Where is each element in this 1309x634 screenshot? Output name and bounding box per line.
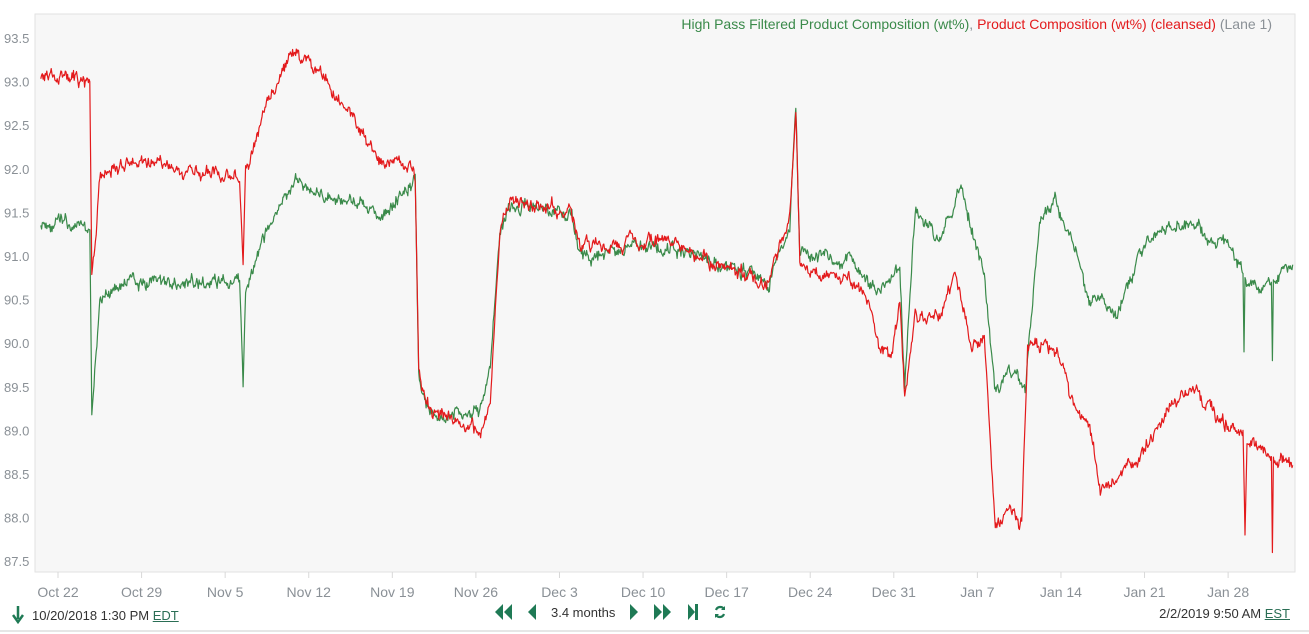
x-tick-label: Dec 24	[788, 584, 833, 600]
x-tick-label: Nov 26	[454, 584, 499, 600]
series-lines	[40, 48, 1294, 554]
x-axis: Oct 22 Oct 29 Nov 5 Nov 12 Nov 19 Nov 26 Dec 3…	[37, 572, 1249, 600]
x-tick-label: Dec 10	[621, 584, 666, 600]
end-timezone-link[interactable]: EST	[1264, 606, 1290, 621]
x-tick-label: Nov 5	[207, 584, 244, 600]
y-axis: 87.5 88.0 88.5 89.0 89.5 90.0 90.5 91.0 91.5 92.0…	[4, 31, 29, 569]
y-tick-label: 92.5	[4, 118, 29, 133]
legend: High Pass Filtered Product Composition (…	[681, 16, 1272, 32]
x-tick-label: Nov 12	[287, 584, 332, 600]
step-back-icon[interactable]	[527, 603, 537, 621]
line-chart: 87.5 88.0 88.5 89.0 89.5 90.0 90.5 91.0 91.5 92.0…	[4, 13, 1296, 600]
x-tick-label: Jan 14	[1040, 584, 1082, 600]
y-tick-label: 90.5	[4, 293, 29, 308]
x-tick-label: Oct 22	[37, 584, 78, 600]
y-tick-label: 89.0	[4, 423, 29, 438]
legend-entry-filtered: High Pass Filtered Product Composition (…	[681, 16, 970, 32]
series-line-0	[40, 107, 1294, 424]
end-time-value: 2/2/2019 9:50 AM	[1159, 606, 1262, 621]
y-tick-label: 93.5	[4, 31, 29, 46]
y-tick-label: 92.0	[4, 162, 29, 177]
x-tick-label: Jan 7	[960, 584, 994, 600]
plot-area	[34, 13, 1296, 573]
start-timezone-link[interactable]: EDT	[152, 607, 179, 623]
x-tick-label: Dec 17	[704, 584, 749, 600]
skip-to-end-icon[interactable]	[687, 603, 699, 621]
fast-back-icon[interactable]	[493, 603, 513, 621]
y-tick-label: 88.5	[4, 467, 29, 482]
y-tick-label: 91.0	[4, 249, 29, 264]
x-tick-label: Jan 21	[1124, 584, 1166, 600]
fast-forward-icon[interactable]	[653, 603, 673, 621]
x-tick-label: Oct 29	[121, 584, 162, 600]
y-tick-label: 91.5	[4, 205, 29, 220]
range-label[interactable]: 3.4 months	[551, 604, 616, 620]
x-tick-label: Jan 28	[1207, 584, 1249, 600]
y-tick-label: 90.0	[4, 336, 29, 351]
start-time-value: 10/20/2018 1:30 PM	[32, 607, 150, 623]
end-time: 2/2/2019 9:50 AM EST	[1159, 606, 1290, 621]
arrow-down-icon[interactable]	[12, 606, 24, 624]
series-line-1	[40, 48, 1294, 554]
step-forward-icon[interactable]	[629, 603, 639, 621]
legend-lane: (Lane 1)	[1215, 16, 1272, 32]
x-tick-label: Dec 3	[541, 584, 578, 600]
y-tick-label: 88.0	[4, 511, 29, 526]
x-tick-label: Dec 31	[872, 584, 917, 600]
legend-separator: ,	[969, 16, 978, 32]
legend-entry-cleansed: Product Composition (wt%) (cleansed)	[977, 16, 1216, 32]
x-tick-label: Nov 19	[370, 584, 415, 600]
start-time: 10/20/2018 1:30 PM EDT	[12, 606, 179, 624]
range-controls: 3.4 months	[493, 603, 727, 621]
y-tick-label: 87.5	[4, 554, 29, 569]
time-navigation-bar: 10/20/2018 1:30 PM EDT 3.4 months 2/2/20…	[0, 600, 1309, 630]
y-tick-label: 93.0	[4, 75, 29, 90]
y-tick-label: 89.5	[4, 380, 29, 395]
refresh-icon[interactable]	[713, 603, 727, 621]
divider	[0, 630, 1309, 632]
